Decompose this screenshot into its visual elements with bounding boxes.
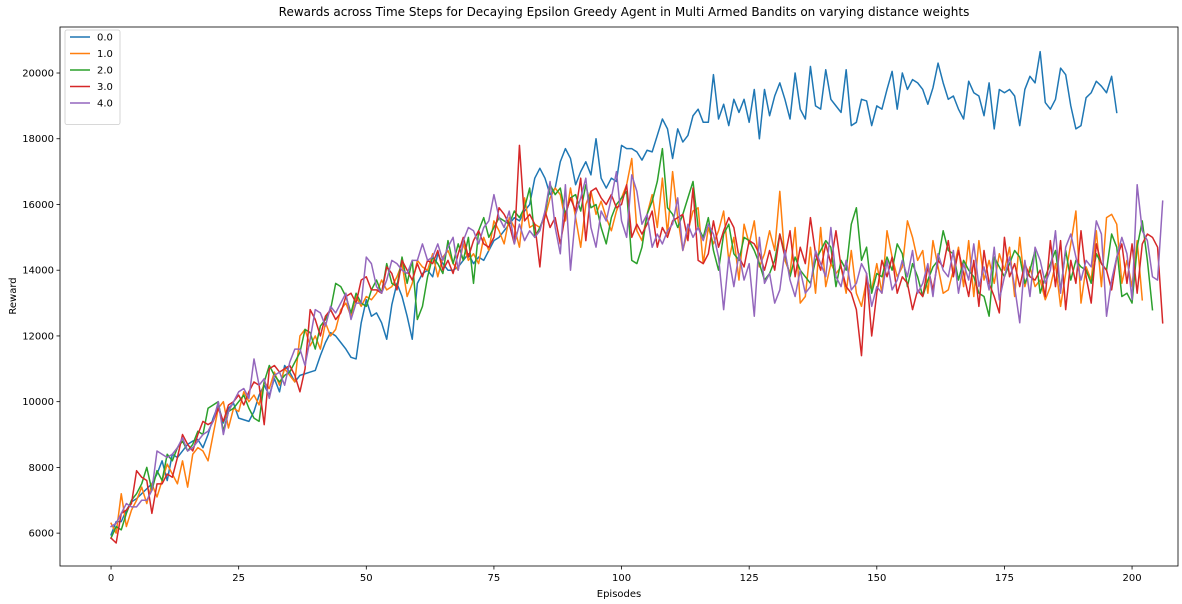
y-tick-label: 10000 bbox=[22, 397, 54, 408]
series-line-3.0 bbox=[109, 144, 1164, 544]
x-tick-label: 175 bbox=[995, 573, 1014, 584]
y-tick-label: 20000 bbox=[22, 69, 54, 80]
y-tick-label: 12000 bbox=[22, 331, 54, 342]
chart-title: Rewards across Time Steps for Decaying E… bbox=[279, 5, 970, 19]
x-tick-label: 125 bbox=[740, 573, 759, 584]
plot-area-frame bbox=[59, 26, 1179, 567]
series-line-4.0 bbox=[110, 170, 1164, 528]
x-tick-label: 150 bbox=[867, 573, 886, 584]
x-axis-label: Episodes bbox=[597, 589, 641, 600]
x-tick-label: 100 bbox=[612, 573, 631, 584]
x-tick-label: 200 bbox=[1123, 573, 1142, 584]
legend-label-2.0: 2.0 bbox=[97, 66, 113, 77]
y-tick-label: 16000 bbox=[22, 200, 54, 211]
legend-label-3.0: 3.0 bbox=[97, 82, 113, 93]
y-tick-label: 18000 bbox=[22, 134, 54, 145]
y-tick-label: 6000 bbox=[29, 529, 54, 540]
series-line-2.0 bbox=[110, 147, 1154, 540]
legend-box bbox=[64, 29, 121, 125]
legend-label-1.0: 1.0 bbox=[97, 49, 113, 60]
legend-label-0.0: 0.0 bbox=[97, 33, 113, 44]
series-layer bbox=[109, 50, 1164, 544]
x-tick-label: 75 bbox=[488, 573, 501, 584]
x-axis: 0 25 50 75 100 125 150 175 200 bbox=[108, 566, 1142, 584]
legend-label-4.0: 4.0 bbox=[97, 99, 113, 110]
x-tick-label: 25 bbox=[232, 573, 245, 584]
series-line-0.0 bbox=[110, 50, 1118, 536]
legend: 0.0 1.0 2.0 3.0 4.0 bbox=[64, 29, 121, 125]
x-tick-label: 50 bbox=[360, 573, 373, 584]
y-axis: 6000 8000 10000 12000 14000 16000 18000 20000 bbox=[22, 69, 60, 540]
y-tick-label: 8000 bbox=[29, 463, 54, 474]
y-axis-label: Reward bbox=[8, 277, 19, 314]
y-tick-label: 14000 bbox=[22, 266, 54, 277]
x-tick-label: 0 bbox=[108, 573, 114, 584]
